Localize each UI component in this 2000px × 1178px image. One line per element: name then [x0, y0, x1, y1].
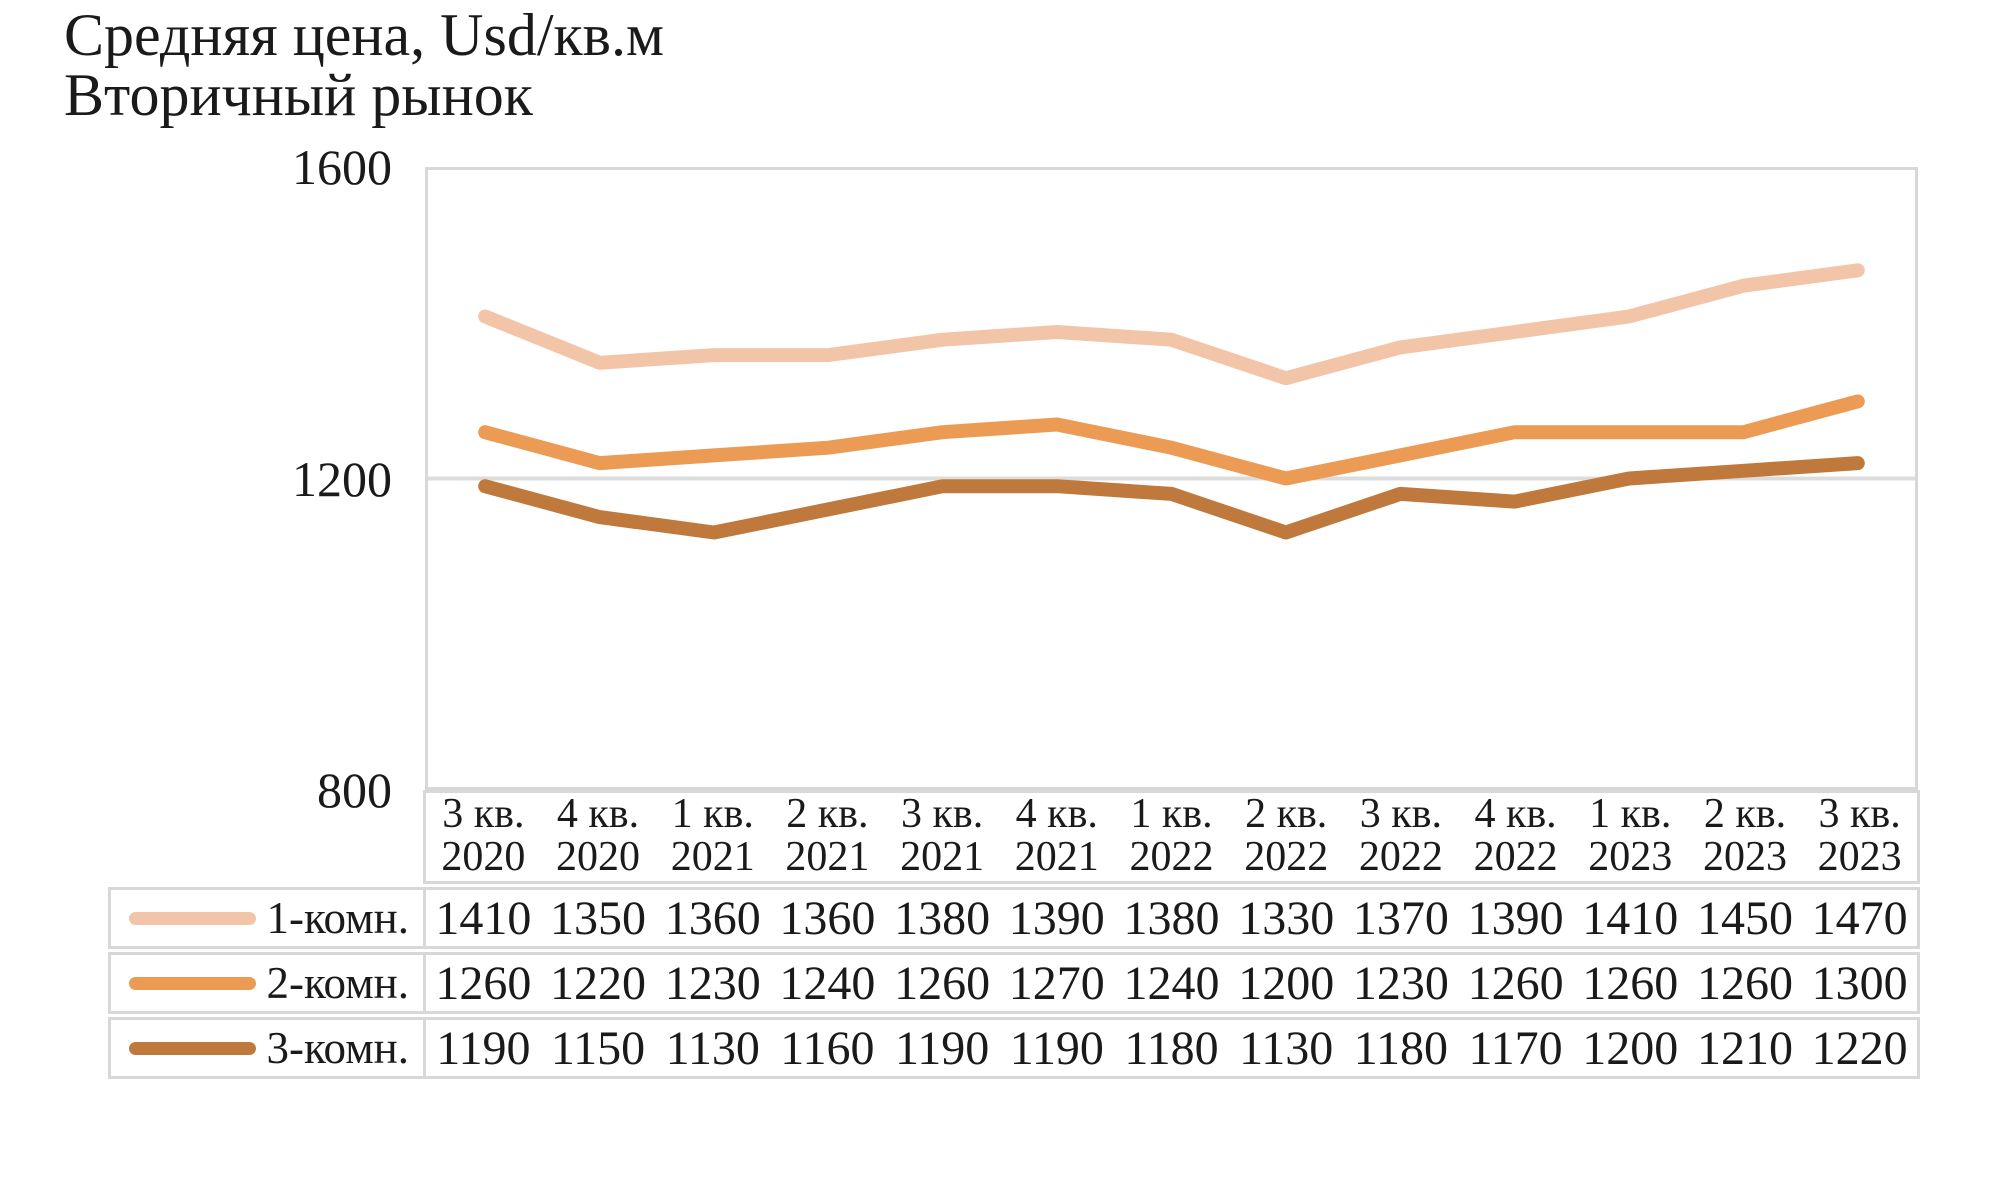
value-cell: 1380: [1123, 891, 1220, 945]
value-cell: 1200: [1238, 956, 1335, 1010]
value-cell: 1300: [1811, 956, 1908, 1010]
value-cell: 1260: [1696, 956, 1793, 1010]
value-cell: 1180: [1353, 1021, 1448, 1075]
table-row-0: 1-комн. 1410 1350 1360 1360 1380 1390 1380 1330 1…: [108, 887, 1920, 949]
legend-cell-1: 2-комн.: [111, 955, 426, 1011]
value-cell: 1230: [664, 956, 761, 1010]
table-row-1: 2-комн. 1260 1220 1230 1240 1260 1270 1240 1200 1…: [108, 952, 1920, 1014]
value-cell: 1220: [1811, 1021, 1908, 1075]
x-axis-label: 1 кв. 2022: [1129, 793, 1214, 880]
x-axis-label: 2 кв. 2023: [1702, 793, 1787, 880]
value-cell: 1180: [1124, 1021, 1219, 1075]
value-cell: 1410: [1582, 891, 1679, 945]
value-cell: 1240: [779, 956, 876, 1010]
value-cell: 1370: [1352, 891, 1449, 945]
value-cell: 1260: [1582, 956, 1679, 1010]
x-axis-label: 2 кв. 2022: [1244, 793, 1329, 880]
value-cell: 1360: [664, 891, 761, 945]
value-cell: 1410: [435, 891, 532, 945]
value-cell: 1260: [894, 956, 991, 1010]
value-cell: 1190: [436, 1021, 531, 1075]
value-cell: 1200: [1582, 1021, 1679, 1075]
legend-cell-2: 3-комн.: [111, 1020, 426, 1076]
legend-cell-0: 1-комн.: [111, 890, 426, 946]
value-cell: 1390: [1467, 891, 1564, 945]
chart-title: Средняя цена, Usd/кв.м: [64, 2, 664, 68]
chart-subtitle: Вторичный рынок: [64, 62, 533, 128]
table-corner-spacer: [108, 790, 423, 884]
value-cell: 1330: [1238, 891, 1335, 945]
value-cell: 1130: [665, 1021, 760, 1075]
value-cell: 1150: [550, 1021, 646, 1075]
x-axis-label: 3 кв. 2022: [1358, 793, 1443, 880]
value-cell: 1190: [1009, 1021, 1104, 1075]
x-axis-label: 4 кв. 2022: [1473, 793, 1558, 880]
value-cell: 1390: [1008, 891, 1105, 945]
x-axis-labels: 3 кв. 2020 4 кв. 2020 1 кв. 2021 2 кв. 2021 3 кв…: [423, 790, 1920, 884]
value-cell: 1260: [1467, 956, 1564, 1010]
table-body: 1-комн. 1410 1350 1360 1360 1380 1390 1380 1330 1…: [108, 887, 1920, 1079]
series-line-2: [478, 456, 1865, 540]
value-cell: 1380: [894, 891, 991, 945]
x-axis-label: 4 кв. 2021: [1014, 793, 1099, 880]
x-axis-label: 3 кв. 2020: [441, 793, 526, 880]
value-cell: 1170: [1468, 1021, 1563, 1075]
value-cell: 1230: [1352, 956, 1449, 1010]
x-axis-label: 1 кв. 2021: [670, 793, 755, 880]
x-axis-label: 3 кв. 2021: [900, 793, 985, 880]
value-cell: 1350: [550, 891, 647, 945]
value-cell: 1470: [1811, 891, 1908, 945]
y-axis-tick-label: 1200: [292, 450, 392, 507]
x-axis-label: 4 кв. 2020: [556, 793, 641, 880]
value-cell: 1210: [1696, 1021, 1793, 1075]
legend-line-swatch-2: [129, 1041, 257, 1055]
legend-line-swatch-1: [129, 976, 257, 990]
data-table: 3 кв. 2020 4 кв. 2020 1 кв. 2021 2 кв. 2021 3 кв…: [108, 790, 1920, 1079]
value-cell: 1240: [1123, 956, 1220, 1010]
plot-area: [425, 167, 1918, 790]
legend-series-label-1: 2-комн.: [266, 957, 409, 1008]
value-cell: 1270: [1008, 956, 1105, 1010]
x-axis-label: 2 кв. 2021: [785, 793, 870, 880]
legend-series-label-2: 3-комн.: [266, 1022, 409, 1073]
y-axis-tick-label: 1600: [292, 139, 392, 195]
value-cell: 1190: [895, 1021, 990, 1075]
value-cell: 1360: [779, 891, 876, 945]
legend-line-swatch-0: [129, 911, 257, 925]
x-axis-label: 1 кв. 2023: [1588, 793, 1673, 880]
value-cell: 1160: [780, 1021, 875, 1075]
series-line-1: [478, 394, 1865, 486]
table-row-2: 3-комн. 1190 1150 1130 1160 1190 1190 1180 1130 1…: [108, 1017, 1920, 1079]
series-line-0: [478, 263, 1865, 386]
value-cell: 1130: [1239, 1021, 1334, 1075]
legend-series-label-0: 1-комн.: [266, 892, 409, 943]
x-axis-header-row: 3 кв. 2020 4 кв. 2020 1 кв. 2021 2 кв. 2021 3 кв…: [108, 790, 1920, 884]
y-axis-tick-label: 800: [317, 762, 392, 818]
x-axis-label: 3 кв. 2023: [1817, 793, 1902, 880]
value-cell: 1260: [435, 956, 532, 1010]
value-cell: 1450: [1696, 891, 1793, 945]
plot-svg: [428, 263, 1915, 540]
value-cell: 1220: [550, 956, 647, 1010]
